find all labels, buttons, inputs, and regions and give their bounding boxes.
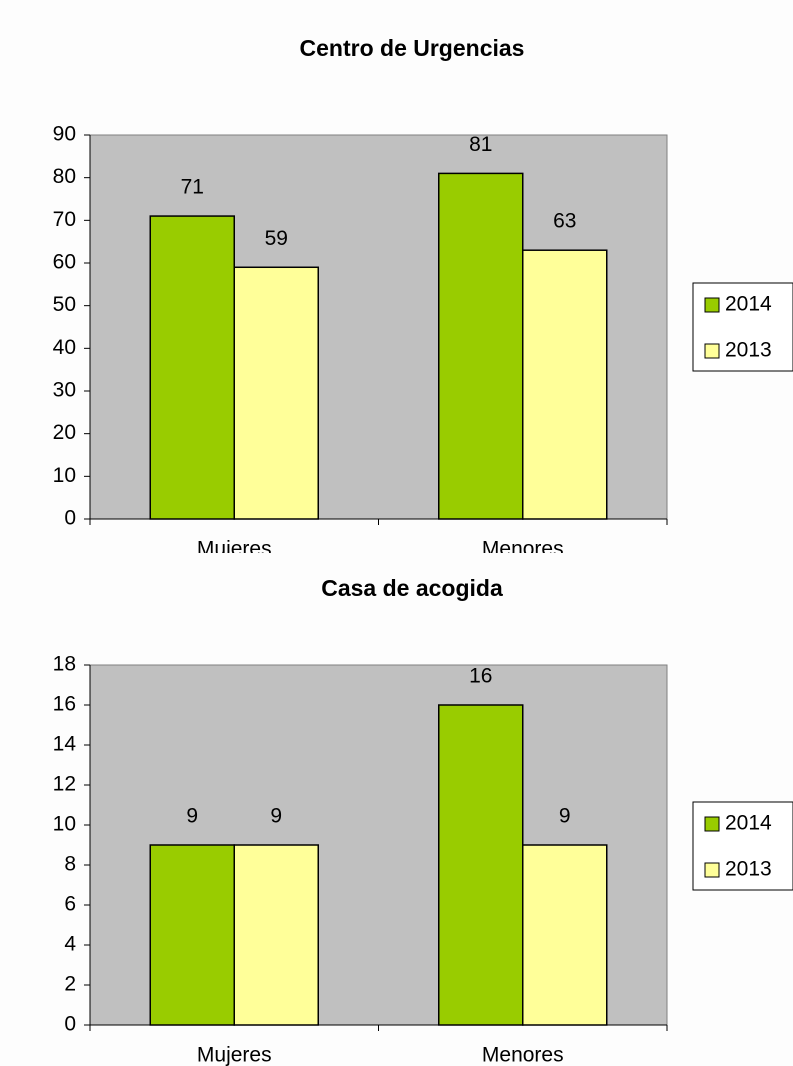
legend-label: 2013	[725, 858, 772, 881]
value-label: 16	[469, 665, 492, 688]
value-label: 9	[270, 805, 282, 828]
x-tick-label: Mujeres	[197, 1044, 272, 1066]
bar	[438, 704, 524, 1026]
legend-label: 2013	[725, 339, 772, 362]
bar	[438, 172, 524, 520]
legend-swatch	[704, 297, 720, 313]
y-tick-label: 50	[53, 293, 76, 316]
y-tick-label: 4	[64, 933, 76, 956]
x-labels: Mujeres Menores	[197, 538, 564, 561]
value-label: 59	[265, 227, 288, 250]
y-tick-label: 90	[53, 123, 76, 146]
bar	[522, 249, 608, 520]
x-tick-label: Mujeres	[197, 538, 272, 561]
value-label: 71	[181, 176, 204, 199]
legend-label: 2014	[725, 812, 772, 835]
y-tick-label: 14	[53, 733, 77, 756]
legend-swatch	[704, 816, 720, 832]
y-tick-label: 8	[64, 853, 76, 876]
y-tick-label: 18	[53, 653, 76, 676]
y-tick-label: 40	[53, 336, 76, 359]
bar	[149, 215, 235, 520]
value-label: 63	[553, 210, 576, 233]
x-tick-label: Menores	[482, 538, 564, 561]
value-label: 9	[186, 805, 198, 828]
chart-title: Centro de Urgencias	[300, 35, 525, 61]
value-label: 9	[559, 805, 571, 828]
y-tick-label: 80	[53, 165, 76, 188]
legend-swatch	[704, 343, 720, 359]
legend-swatch	[704, 862, 720, 878]
y-tick-label: 12	[53, 773, 76, 796]
bar	[233, 844, 319, 1026]
y-tick-label: 20	[53, 421, 76, 444]
bar	[233, 266, 319, 520]
y-tick-label: 2	[64, 973, 76, 996]
y-tick-label: 0	[64, 507, 76, 530]
chart-title: Casa de acogida	[321, 575, 503, 601]
y-tick-label: 6	[64, 893, 76, 916]
y-tick-label: 0	[64, 1013, 76, 1036]
x-tick-label: Menores	[482, 1044, 564, 1066]
legend-label: 2014	[725, 293, 772, 316]
value-label: 81	[469, 133, 492, 156]
y-tick-label: 10	[53, 464, 76, 487]
y-tick-label: 30	[53, 379, 76, 402]
y-tick-label: 16	[53, 693, 76, 716]
y-tick-label: 60	[53, 251, 76, 274]
y-tick-label: 10	[53, 813, 76, 836]
y-tick-label: 70	[53, 208, 76, 231]
x-labels: Mujeres Menores	[197, 1044, 564, 1066]
bar	[149, 844, 235, 1026]
bar	[522, 844, 608, 1026]
